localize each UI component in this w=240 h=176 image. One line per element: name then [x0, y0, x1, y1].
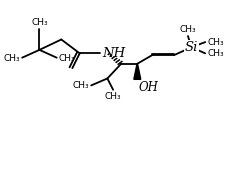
Text: CH₃: CH₃	[180, 25, 196, 34]
Text: CH₃: CH₃	[4, 54, 20, 63]
Polygon shape	[134, 64, 141, 79]
Text: CH₃: CH₃	[73, 81, 89, 90]
Text: CH₃: CH₃	[105, 92, 121, 101]
Text: CH₃: CH₃	[31, 18, 48, 27]
Text: CH₃: CH₃	[59, 54, 75, 63]
Text: CH₃: CH₃	[207, 49, 224, 58]
Text: Si: Si	[185, 41, 198, 54]
Text: CH₃: CH₃	[207, 38, 224, 47]
Text: OH: OH	[138, 81, 158, 94]
Text: NH: NH	[103, 46, 126, 59]
